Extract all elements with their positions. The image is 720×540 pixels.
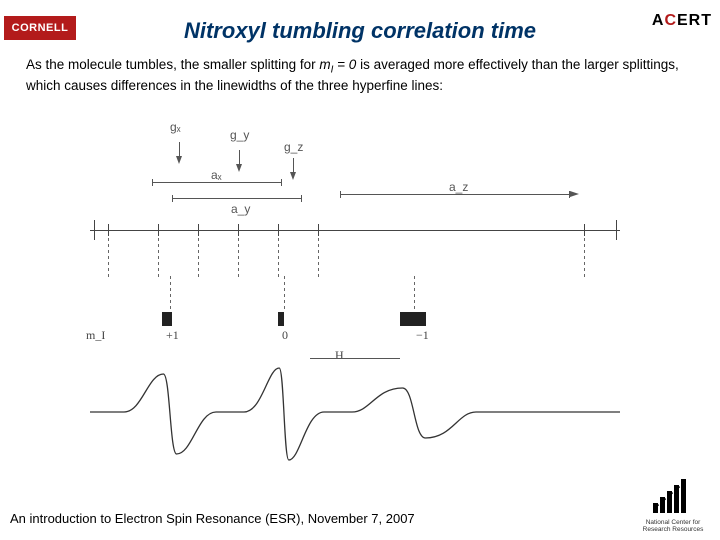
spectrum-curve <box>80 120 640 480</box>
ncrr-caption: National Center for Research Resources <box>640 520 706 534</box>
ncrr-logo: National Center for Research Resources <box>640 479 706 534</box>
ncrr-icon <box>653 479 693 513</box>
spectrum-path <box>90 368 620 460</box>
body-var: m <box>319 57 330 72</box>
footer-text: An introduction to Electron Spin Resonan… <box>10 511 415 526</box>
esr-diagram: gₓ g_y g_z aₓ a_y a_z m_I +1 0 −1 H <box>80 120 640 480</box>
body-text: As the molecule tumbles, the smaller spl… <box>26 56 694 95</box>
slide-title: Nitroxyl tumbling correlation time <box>0 18 720 44</box>
body-mid: = 0 <box>333 57 356 72</box>
body-pre: As the molecule tumbles, the smaller spl… <box>26 57 319 72</box>
